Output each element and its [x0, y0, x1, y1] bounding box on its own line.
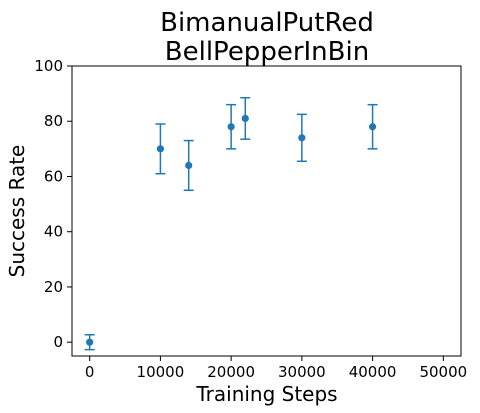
- x-tick-label: 30000: [278, 363, 326, 381]
- axis-ticks: 0 10000 20000 30000 40000 50000 0 20 40 60 80 100: [34, 57, 467, 381]
- chart-title-line-2: BellPepperInBin: [165, 37, 369, 67]
- data-point: [156, 145, 165, 153]
- x-tick-label: 0: [85, 363, 95, 381]
- y-tick-label: 40: [44, 223, 63, 241]
- data-point: [368, 123, 377, 131]
- x-axis-label: Training Steps: [195, 382, 337, 406]
- plot-frame: [71, 65, 462, 357]
- y-tick-label: 0: [53, 333, 63, 351]
- y-tick-label: 20: [44, 278, 63, 296]
- y-axis-label: Success Rate: [5, 145, 29, 278]
- x-tick-label: 10000: [137, 363, 185, 381]
- chart-title-line-1: BimanualPutRed: [160, 8, 374, 38]
- plot-marks: [84, 97, 378, 351]
- data-point: [86, 338, 94, 346]
- y-tick-label: 60: [44, 167, 63, 185]
- data-point: [227, 123, 235, 131]
- data-point: [241, 114, 249, 123]
- x-tick-label: 50000: [419, 363, 467, 381]
- x-tick-label: 20000: [207, 363, 255, 381]
- x-tick-label: 40000: [349, 363, 397, 381]
- y-tick-label: 100: [34, 57, 63, 75]
- y-tick-label: 80: [44, 112, 63, 130]
- data-point: [298, 134, 306, 142]
- data-point: [185, 161, 193, 170]
